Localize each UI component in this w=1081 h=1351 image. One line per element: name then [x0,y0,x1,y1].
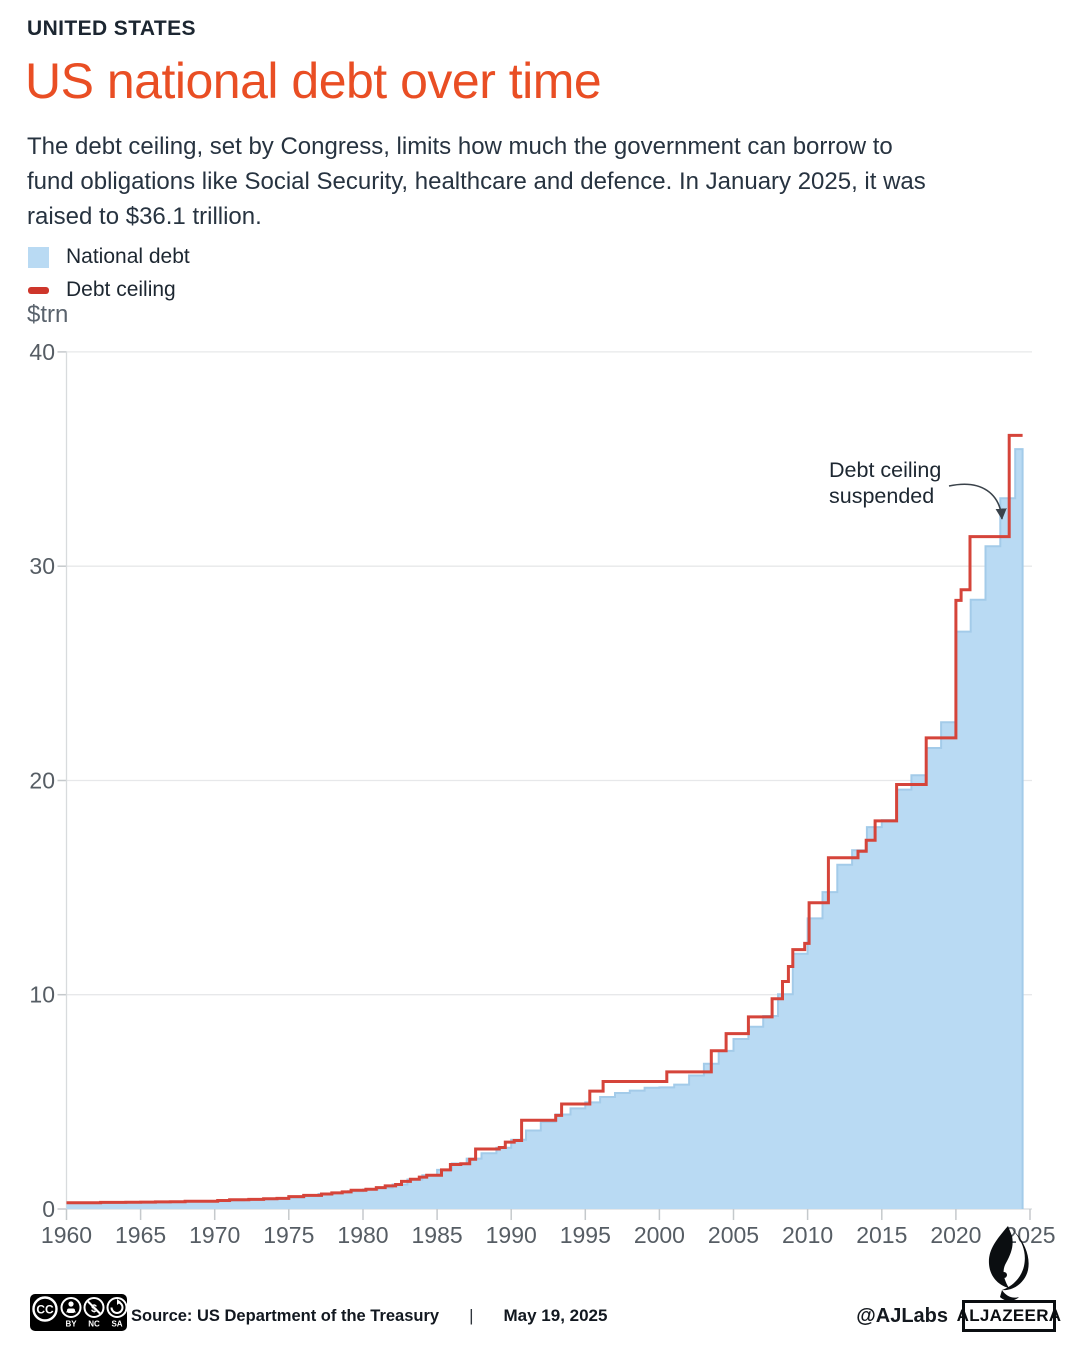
x-tick-label: 2000 [634,1222,685,1248]
x-tick-label: 1975 [263,1222,314,1248]
license-label: SA [111,1320,122,1329]
x-tick-label: 2015 [856,1222,907,1248]
legend-label: Debt ceiling [66,278,176,301]
publish-date: May 19, 2025 [503,1306,608,1325]
x-tick-label: 1995 [560,1222,611,1248]
x-tick-label: 1960 [41,1222,92,1248]
y-axis-unit-label: $trn [27,301,69,328]
license-label: BY [65,1320,77,1329]
legend-item-national-debt: National debt [28,245,190,268]
subtitle-line: The debt ceiling, set by Congress, limit… [27,133,893,160]
x-tick-label: 1985 [412,1222,463,1248]
legend-item-debt-ceiling: Debt ceiling [28,278,176,301]
x-tick-label: 2025 [1004,1222,1055,1248]
annotation-text: suspended [829,484,934,508]
annotation-text: Debt ceiling [829,458,941,482]
page-title: US national debt over time [25,53,602,109]
annotation-arrow [948,483,1007,520]
subtitle: The debt ceiling, set by Congress, limit… [27,129,926,234]
footer-branding: @AJLabs ALJAZEERA [856,1300,1061,1332]
x-tick-label: 1980 [337,1222,388,1248]
footer-attribution: Source: US Department of the Treasury | … [131,1306,607,1326]
svg-text:CC: CC [36,1303,54,1317]
x-tick-label: 2010 [782,1222,833,1248]
x-tick-label: 1970 [189,1222,240,1248]
legend-label: National debt [66,245,190,268]
national-debt-area [66,449,1023,1210]
share-alike-icon [106,1297,128,1318]
cc-icon: CC [32,1296,58,1322]
x-tick-label: 2005 [708,1222,759,1248]
y-tick-label: 0 [42,1196,55,1222]
ajlabs-handle: @AJLabs [856,1304,948,1327]
subtitle-line: raised to $36.1 trillion. [27,203,262,230]
debt-ceiling-line [66,433,1023,1205]
source-text: Source: US Department of the Treasury [131,1307,440,1325]
x-tick-label: 1990 [486,1222,537,1248]
y-tick-label: 30 [29,553,55,579]
aljazeera-calligraphy-logo-icon [988,1226,1029,1301]
subtitle-line: fund obligations like Social Security, h… [27,168,926,195]
debt-ceiling-dash-icon [28,286,49,294]
x-tick-label: 2020 [930,1222,981,1248]
svg-text:$: $ [91,1303,97,1315]
kicker: UNITED STATES [27,17,196,40]
national-debt-swatch-icon [28,246,49,268]
x-tick-label: 1965 [115,1222,166,1248]
person-icon [60,1297,82,1318]
y-tick-label: 10 [29,982,55,1008]
no-dollar-icon: $ [83,1297,105,1318]
footer-separator: | [469,1306,474,1325]
y-tick-label: 40 [29,339,55,365]
license-label: NC [88,1320,100,1329]
aljazeera-wordmark: ALJAZEERA [957,1300,1061,1332]
y-tick-label: 20 [29,768,55,794]
cc-license-badge: CC $ BY NC SA [30,1294,128,1331]
